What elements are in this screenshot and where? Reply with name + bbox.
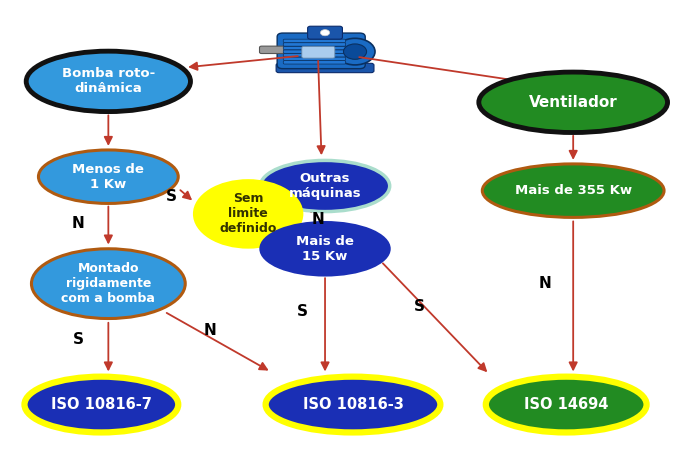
Ellipse shape (24, 377, 178, 432)
Text: ISO 14694: ISO 14694 (524, 397, 608, 412)
Ellipse shape (38, 150, 178, 204)
Text: Bomba roto-
dinâmica: Bomba roto- dinâmica (62, 67, 155, 95)
Ellipse shape (194, 180, 302, 247)
Text: ISO 10816-3: ISO 10816-3 (303, 397, 403, 412)
Ellipse shape (261, 160, 390, 212)
Circle shape (320, 30, 330, 36)
Text: Outras
máquinas: Outras máquinas (289, 172, 361, 200)
Ellipse shape (482, 164, 664, 218)
Text: S: S (414, 299, 425, 314)
FancyBboxPatch shape (302, 46, 335, 58)
Text: N: N (72, 216, 85, 231)
Text: N: N (312, 212, 324, 227)
Text: Menos de
1 Kw: Menos de 1 Kw (73, 163, 144, 191)
Text: S: S (296, 304, 308, 319)
FancyBboxPatch shape (308, 26, 343, 39)
Text: Montado
rigidamente
com a bomba: Montado rigidamente com a bomba (62, 262, 155, 305)
Circle shape (343, 44, 366, 60)
FancyBboxPatch shape (259, 46, 286, 53)
Ellipse shape (261, 222, 390, 275)
Text: Sem
limite
definido: Sem limite definido (219, 193, 277, 235)
Text: Mais de
15 Kw: Mais de 15 Kw (296, 235, 354, 263)
Text: N: N (203, 323, 216, 338)
FancyBboxPatch shape (277, 33, 365, 69)
FancyBboxPatch shape (283, 46, 346, 50)
FancyBboxPatch shape (283, 50, 346, 53)
FancyBboxPatch shape (283, 60, 346, 64)
Text: ISO 10816-7: ISO 10816-7 (51, 397, 152, 412)
Text: S: S (166, 189, 177, 204)
Ellipse shape (27, 51, 190, 112)
FancyBboxPatch shape (283, 57, 346, 60)
FancyBboxPatch shape (283, 39, 346, 43)
Text: Mais de 355 Kw: Mais de 355 Kw (514, 184, 632, 197)
Text: Ventilador: Ventilador (529, 95, 617, 110)
Text: N: N (539, 276, 552, 291)
Circle shape (335, 38, 375, 65)
FancyBboxPatch shape (283, 43, 346, 46)
Ellipse shape (266, 377, 440, 432)
FancyBboxPatch shape (283, 53, 346, 57)
Ellipse shape (31, 249, 185, 319)
Ellipse shape (486, 377, 647, 432)
Text: S: S (73, 332, 84, 347)
FancyBboxPatch shape (276, 63, 374, 73)
Ellipse shape (479, 72, 668, 133)
